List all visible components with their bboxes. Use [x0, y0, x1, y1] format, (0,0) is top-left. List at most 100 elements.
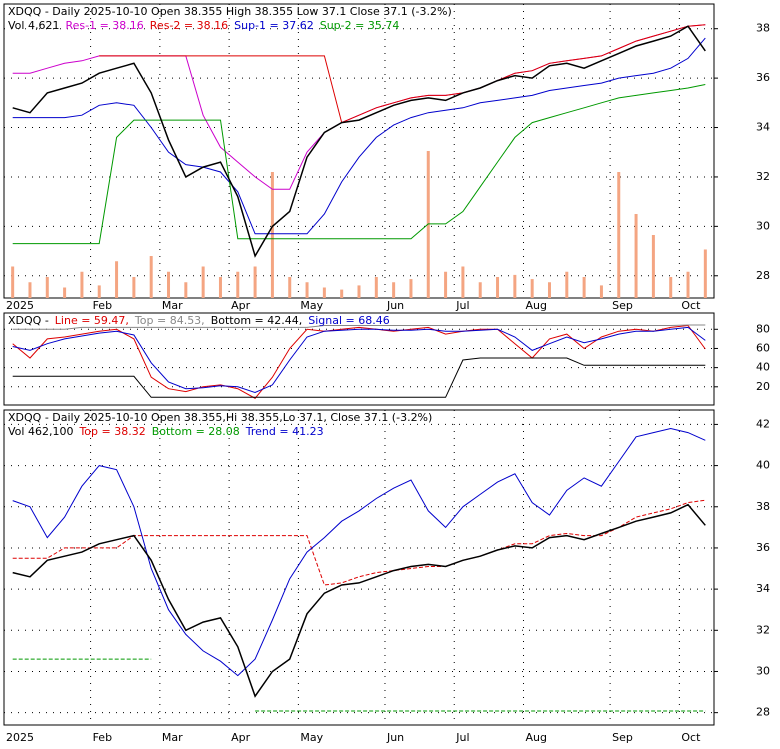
- volume-bar: [669, 277, 673, 298]
- panel-frame: [3, 312, 715, 406]
- y-tick-label: 28: [756, 269, 770, 282]
- legend-entry: Bottom = 28.08: [152, 425, 240, 438]
- series-line: [99, 24, 706, 124]
- volume-bar: [444, 271, 448, 298]
- legend-entry: Top = 38.32: [78, 425, 145, 438]
- volume-bar: [97, 285, 101, 298]
- volume-bar: [322, 287, 326, 298]
- legend-entry: Signal = 68.46: [308, 314, 390, 327]
- series-line: [12, 357, 706, 398]
- x-tick-label: Apr: [231, 731, 251, 744]
- y-tick-label: 30: [756, 219, 770, 232]
- y-tick-label: 34: [756, 582, 770, 595]
- y-tick-label: 38: [756, 500, 770, 513]
- y-tick-label: 42: [756, 417, 770, 430]
- y-tick-label: 38: [756, 22, 770, 35]
- x-tick-label: Jul: [455, 299, 469, 312]
- legend: Vol 4,621 Res-1 = 38.16 Res-2 = 38.16 Sup-1…: [8, 19, 399, 32]
- legend: XDQQ - Daily 2025-10-10 Open 38.355,Hi 3…: [8, 411, 432, 424]
- volume-bar: [392, 282, 396, 298]
- volume-bar: [270, 172, 274, 298]
- volume-bar: [357, 285, 361, 298]
- legend-entry: Res-1 = 38.16: [65, 19, 143, 32]
- volume-bar: [496, 277, 500, 298]
- y-tick-label: 80: [756, 322, 770, 335]
- series-line: [12, 427, 706, 677]
- volume-bar: [530, 279, 534, 298]
- y-tick-label: 60: [756, 341, 770, 354]
- series-line: [12, 326, 706, 394]
- volume-bar: [686, 271, 690, 298]
- y-tick-label: 36: [756, 71, 770, 84]
- volume-bar: [617, 172, 621, 298]
- volume-label: Vol 462,100: [8, 425, 73, 438]
- y-tick-label: 30: [756, 664, 770, 677]
- series-line: [12, 503, 706, 698]
- x-tick-label: Oct: [681, 731, 701, 744]
- volume-bar: [634, 214, 638, 298]
- x-tick-label: Mar: [162, 731, 183, 744]
- x-tick-label: Sep: [612, 731, 633, 744]
- chart-title: XDQQ - Daily 2025-10-10 Open 38.355,Hi 3…: [8, 411, 432, 424]
- x-tick-label: Jun: [386, 299, 404, 312]
- volume-bar: [565, 271, 569, 298]
- y-tick-label: 34: [756, 121, 770, 134]
- x-tick-label: Aug: [526, 299, 547, 312]
- x-tick-label: Jun: [386, 731, 404, 744]
- legend-entry: Res-2 = 38.16: [150, 19, 228, 32]
- volume-bar: [651, 235, 655, 298]
- panel-frame: [3, 409, 715, 726]
- x-tick-label: Feb: [93, 731, 112, 744]
- volume-bar: [340, 289, 344, 298]
- x-tick-label: Oct: [681, 299, 701, 312]
- volume-bar: [703, 249, 707, 298]
- volume-bar: [253, 266, 257, 298]
- volume-bar: [513, 274, 517, 298]
- legend-entry: Sup-1 = 37.62: [234, 19, 314, 32]
- y-tick-label: 20: [756, 380, 770, 393]
- volume-bar: [201, 266, 205, 298]
- chart-title: XDQQ -: [8, 314, 49, 327]
- x-tick-label: May: [300, 299, 323, 312]
- volume-bar: [409, 279, 413, 298]
- y-tick-label: 40: [756, 459, 770, 472]
- x-tick-label: Aug: [526, 731, 547, 744]
- volume-bar: [63, 287, 67, 298]
- y-tick-label: 32: [756, 623, 770, 636]
- volume-bar: [184, 282, 188, 298]
- series-line: [12, 25, 706, 258]
- series-line: [12, 24, 706, 190]
- legend-entry: Line = 59.47,: [55, 314, 129, 327]
- x-tick-label: Mar: [162, 299, 183, 312]
- volume-bar: [115, 261, 119, 298]
- legend: Vol 462,100 Top = 38.32 Bottom = 28.08 Tren…: [8, 425, 324, 438]
- legend: XDQQ - Daily 2025-10-10 Open 38.355 High…: [8, 5, 452, 18]
- y-tick-label: 40: [756, 361, 770, 374]
- x-tick-label: Apr: [231, 299, 251, 312]
- x-tick-label: May: [300, 731, 323, 744]
- volume-bar: [478, 282, 482, 298]
- x-tick-label: 2025: [6, 299, 34, 312]
- y-tick-label: 32: [756, 170, 770, 183]
- x-tick-label: Jul: [455, 731, 469, 744]
- series-line: [12, 324, 706, 330]
- volume-bar: [582, 277, 586, 298]
- x-tick-label: 2025: [6, 731, 34, 744]
- volume-bar: [11, 266, 15, 298]
- series-line: [12, 37, 706, 235]
- volume-bar: [45, 277, 49, 298]
- volume-bar: [236, 271, 240, 298]
- legend-entry: Trend = 41.23: [245, 425, 324, 438]
- series-line: [12, 499, 706, 586]
- volume-bar: [288, 277, 292, 298]
- volume-bar: [132, 277, 136, 298]
- y-tick-label: 28: [756, 706, 770, 719]
- chart-title: XDQQ - Daily 2025-10-10 Open 38.355 High…: [8, 5, 452, 18]
- volume-label: Vol 4,621: [8, 19, 59, 32]
- series-line: [12, 324, 706, 399]
- volume-bar: [28, 282, 32, 298]
- volume-bar: [167, 271, 171, 298]
- volume-bar: [374, 277, 378, 298]
- y-tick-label: 36: [756, 541, 770, 554]
